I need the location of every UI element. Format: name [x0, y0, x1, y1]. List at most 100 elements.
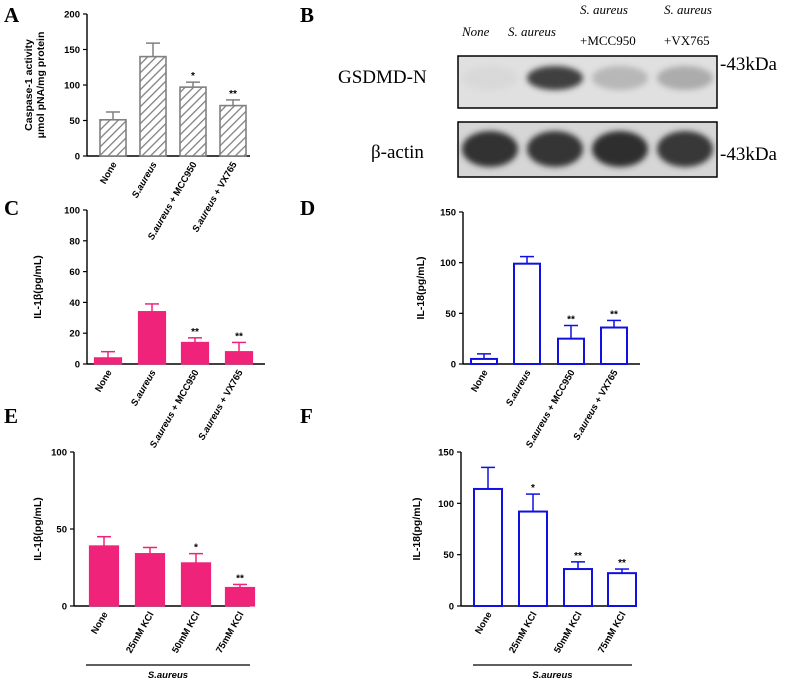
category-label: S.aureus + MCC950: [524, 368, 578, 450]
category-label: None: [473, 610, 494, 636]
y-axis-label: IL-18(pg/mL): [411, 498, 423, 561]
y-axis-label: IL-18(pg/mL): [415, 257, 427, 320]
significance-label: *: [194, 543, 198, 554]
blot-band: [462, 66, 518, 90]
category-label: S.aureus: [129, 368, 159, 408]
group-label: S.aureus: [532, 670, 572, 680]
significance-label: **: [618, 558, 626, 569]
y-tick-label: 0: [451, 360, 456, 371]
y-tick-label: 0: [449, 602, 454, 613]
category-label: S.aureus + MCC950: [148, 368, 202, 450]
category-label: None: [98, 160, 119, 186]
blot-band: [657, 131, 713, 167]
bar: [557, 337, 585, 365]
bar: [134, 553, 166, 607]
category-label: 50mM KCl: [170, 610, 202, 655]
category-label: S.aureus: [130, 160, 160, 200]
bar: [513, 262, 541, 365]
category-label: 25mM KCl: [507, 610, 539, 655]
western-blot: None S. aureus S. aureus +MCC950 S. aure…: [338, 2, 778, 178]
category-label: S.aureus + VX765: [190, 159, 240, 234]
significance-label: **: [235, 331, 243, 342]
panel-letter-e: E: [4, 404, 18, 428]
blot-band: [527, 131, 583, 167]
blot-col-label: S. aureus: [580, 2, 628, 17]
bar: [470, 357, 498, 365]
significance-label: **: [229, 89, 237, 100]
category-label: 75mM KCl: [596, 610, 628, 655]
panel-letter-b: B: [300, 3, 314, 27]
blot-band: [527, 66, 583, 90]
blot-bands: [462, 66, 713, 167]
panel-letter-d: D: [300, 196, 315, 220]
y-tick-label: 100: [51, 448, 67, 459]
y-tick-label: 100: [64, 81, 80, 92]
blot-col-label: S. aureus: [664, 2, 712, 17]
significance-label: **: [236, 573, 244, 584]
significance-label: **: [574, 551, 582, 562]
y-tick-label: 200: [64, 10, 80, 21]
bar: [224, 586, 256, 607]
category-label: None: [89, 610, 110, 636]
y-tick-label: 50: [445, 309, 456, 320]
bar: [99, 118, 127, 157]
bar: [224, 351, 254, 365]
category-label: 75mM KCl: [214, 610, 246, 655]
blot-marker: -43kDa: [720, 144, 778, 165]
y-tick-label: 50: [443, 550, 454, 561]
y-tick-label: 100: [64, 206, 80, 217]
chart-d: 0 50 100 150 IL-18(pg/mL) None S.aureus ** S.aur…: [415, 208, 640, 450]
panel-letter-a: A: [4, 3, 20, 27]
category-label: S.aureus + VX765: [196, 367, 246, 442]
bar: [600, 326, 628, 365]
chart-f: 0 50 100 150 IL-18(pg/mL) None * 25mM KCl ** 50mM…: [411, 448, 637, 680]
blot-band: [462, 131, 518, 167]
chart-c: 0 20 40 60 80 100 IL-1β(pg/mL) None S.aureus ** S.…: [32, 206, 265, 450]
chart-a: 0 50 100 150 200 Caspase-1 activityμmol pNA/m…: [23, 10, 250, 242]
bar: [607, 572, 637, 607]
y-axis-label: IL-1β(pg/mL): [32, 497, 44, 561]
category-label: 50mM KCl: [552, 610, 584, 655]
panel-letter-c: C: [4, 196, 19, 220]
bar: [180, 341, 210, 365]
category-label: None: [93, 368, 114, 394]
panel-letter-f: F: [300, 404, 313, 428]
y-tick-label: 20: [69, 329, 80, 340]
y-axis-label: IL-1β(pg/mL): [32, 255, 44, 319]
bar: [518, 510, 548, 607]
bar: [179, 86, 207, 157]
y-tick-label: 0: [62, 602, 67, 613]
y-tick-label: 40: [69, 298, 80, 309]
y-tick-label: 80: [69, 236, 80, 247]
y-tick-label: 100: [440, 258, 456, 269]
significance-label: **: [191, 327, 199, 338]
y-tick-label: 0: [75, 152, 80, 163]
blot-band: [592, 131, 648, 167]
blot-band: [657, 66, 713, 90]
y-tick-label: 150: [438, 448, 454, 459]
y-tick-label: 50: [56, 525, 67, 536]
category-label: S.aureus: [504, 368, 534, 408]
bar: [93, 357, 123, 365]
blot-band: [592, 66, 648, 90]
blot-col-label: +MCC950: [580, 33, 636, 48]
y-tick-label: 60: [69, 267, 80, 278]
bar: [139, 55, 167, 157]
significance-label: **: [567, 314, 575, 325]
blot-col-label: +VX765: [664, 33, 710, 48]
y-tick-label: 150: [64, 45, 80, 56]
y-tick-label: 150: [440, 208, 456, 219]
blot-row-label: β-actin: [371, 142, 424, 163]
group-label: S.aureus: [148, 670, 188, 680]
y-tick-label: 100: [438, 499, 454, 510]
y-tick-label: 0: [75, 360, 80, 371]
blot-marker: -43kDa: [720, 54, 778, 75]
significance-label: **: [610, 309, 618, 320]
bar: [137, 311, 167, 365]
bar: [563, 568, 593, 607]
significance-label: *: [191, 71, 195, 82]
category-label: None: [469, 368, 490, 394]
bar: [219, 104, 247, 157]
bar: [88, 545, 120, 607]
